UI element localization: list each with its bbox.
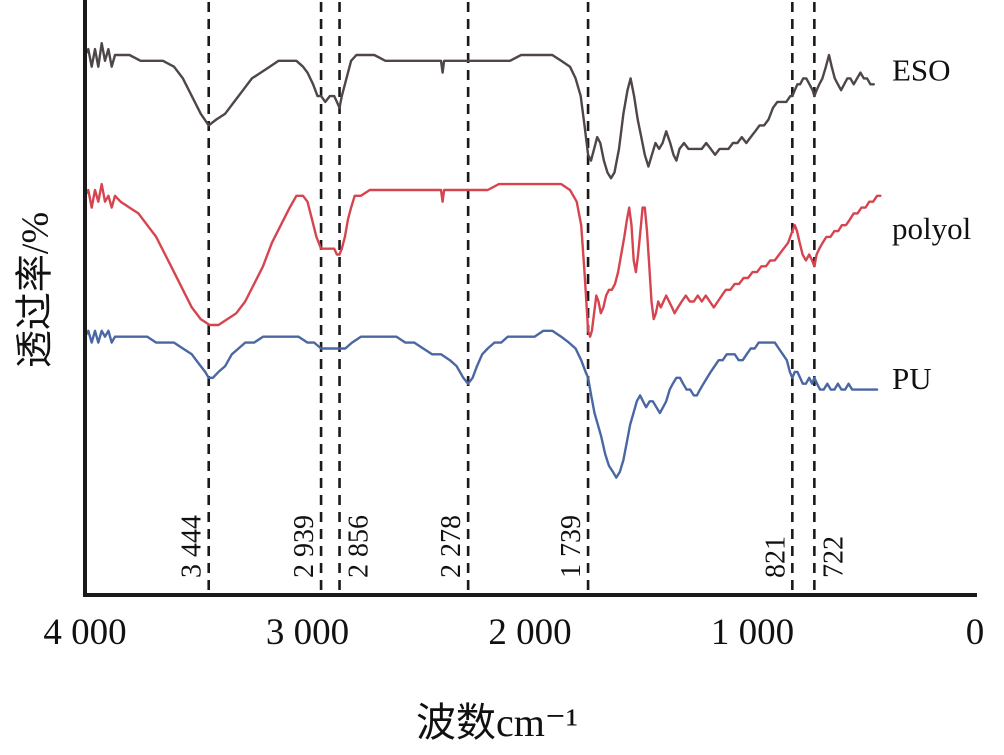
series-line-ESO <box>83 42 875 180</box>
marker-label-3444: 3 444 <box>177 515 208 578</box>
marker-label-2939: 2 939 <box>289 515 320 578</box>
x-tick-label-2000: 2 000 <box>488 612 571 653</box>
x-tick-label-1000: 1 000 <box>711 612 794 653</box>
marker-label-821: 821 <box>760 536 791 578</box>
series-line-polyol <box>83 182 882 338</box>
x-tick-label-0: 0 <box>966 612 985 653</box>
marker-label-722: 722 <box>818 536 849 578</box>
y-axis-label: 透过率/% <box>14 211 57 369</box>
marker-label-1739: 1 739 <box>556 515 587 578</box>
x-tick-label-3000: 3 000 <box>266 612 349 653</box>
series-label-ESO: ESO <box>892 53 951 88</box>
marker-label-2278: 2 278 <box>436 515 467 578</box>
series-line-PU <box>83 329 879 479</box>
x-tick-label-4000: 4 000 <box>43 612 126 653</box>
series-label-polyol: polyol <box>892 211 971 246</box>
series-label-PU: PU <box>892 361 932 396</box>
x-axis-label: 波数cm⁻¹ <box>416 700 578 745</box>
marker-label-2856: 2 856 <box>344 515 375 578</box>
